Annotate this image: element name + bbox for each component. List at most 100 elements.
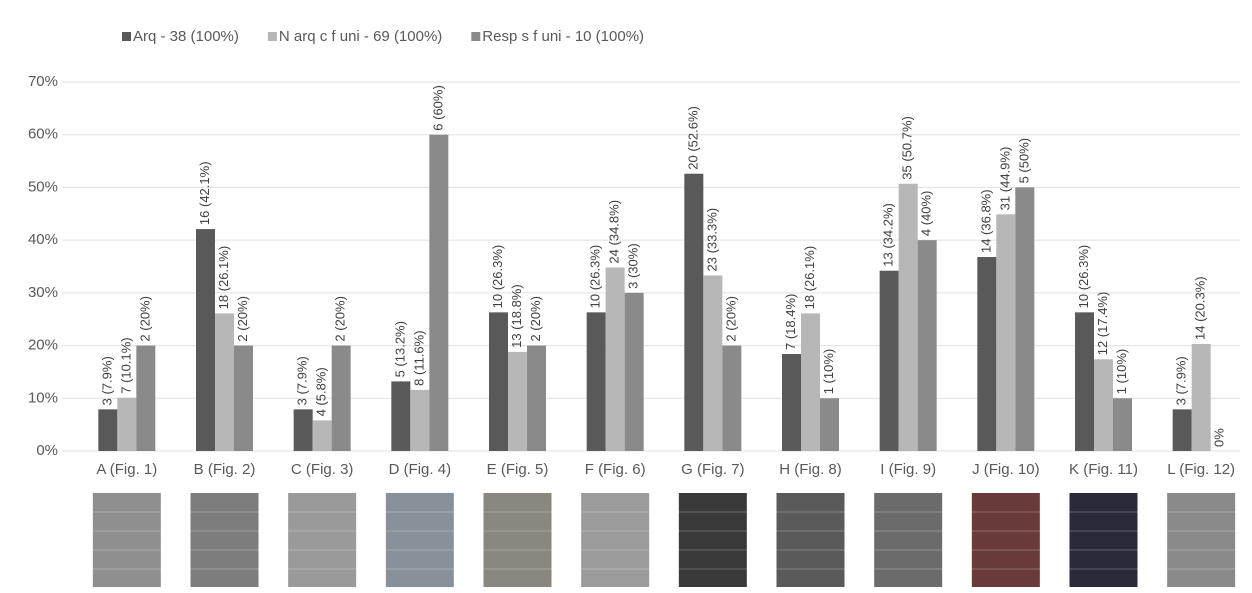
value-label: 6 (60%)	[430, 85, 445, 131]
bar	[977, 257, 996, 451]
legend-label: Arq - 38 (100%)	[133, 28, 239, 45]
bar	[489, 312, 508, 451]
bar	[410, 390, 429, 451]
bar	[1075, 312, 1094, 451]
bar	[215, 313, 234, 451]
photo	[679, 493, 747, 587]
photo-frame	[777, 493, 845, 587]
value-label: 5 (13.2%)	[392, 321, 407, 377]
bar	[782, 354, 801, 451]
bar	[117, 398, 136, 451]
bar	[899, 184, 918, 451]
bar	[429, 135, 448, 451]
photo	[777, 493, 845, 587]
value-label: 3 (7.9%)	[1174, 356, 1189, 405]
value-label: 14 (36.8%)	[978, 189, 993, 253]
photo	[484, 493, 552, 587]
y-tick-label: 30%	[28, 284, 58, 301]
legend-swatch	[268, 32, 277, 41]
value-label: 31 (44.9%)	[997, 147, 1012, 211]
value-label: 18 (26.1%)	[802, 246, 817, 310]
bar	[1113, 398, 1132, 451]
photo-frame	[874, 493, 942, 587]
x-tick-label: K (Fig. 11)	[1069, 461, 1138, 478]
bar	[880, 271, 899, 451]
photo	[93, 493, 161, 587]
bar	[527, 346, 546, 451]
value-label: 3 (7.9%)	[295, 356, 310, 405]
photo-frame	[191, 493, 259, 587]
value-label: 3 (7.9%)	[99, 356, 114, 405]
bar	[313, 420, 332, 451]
bar	[196, 229, 215, 451]
value-label: 3 (30%)	[626, 243, 641, 289]
value-label: 8 (11.6%)	[411, 330, 426, 385]
value-label: 16 (42.1%)	[197, 161, 212, 225]
bar	[722, 346, 741, 451]
legend-label: N arq c f uni - 69 (100%)	[279, 28, 442, 45]
legend-swatch	[122, 32, 131, 41]
value-label: 12 (17.4%)	[1095, 292, 1110, 356]
value-label: 1 (10%)	[1114, 349, 1129, 395]
photo	[191, 493, 259, 587]
y-tick-label: 50%	[28, 178, 58, 195]
bar	[1015, 187, 1034, 451]
photo	[288, 493, 356, 587]
bar	[801, 313, 820, 451]
x-tick-label: L (Fig. 12)	[1167, 461, 1235, 478]
bar	[684, 174, 703, 451]
value-label: 2 (20%)	[723, 296, 738, 342]
x-tick-label: A (Fig. 1)	[96, 461, 157, 478]
bar	[234, 346, 253, 451]
x-tick-label: I (Fig. 9)	[880, 461, 936, 478]
value-label: 5 (50%)	[1016, 138, 1031, 184]
x-tick-label: E (Fig. 5)	[487, 461, 549, 478]
x-tick-label: F (Fig. 6)	[585, 461, 646, 478]
bar	[625, 293, 644, 451]
bar	[98, 409, 117, 451]
bar	[703, 275, 722, 451]
y-tick-label: 40%	[28, 231, 58, 248]
photo-frame	[581, 493, 649, 587]
value-label: 7 (10.1%)	[118, 337, 133, 393]
photo	[386, 493, 454, 587]
value-label: 24 (34.8%)	[607, 200, 622, 264]
y-tick-label: 10%	[28, 389, 58, 406]
y-tick-label: 70%	[28, 73, 58, 90]
photo-frame	[1070, 493, 1138, 587]
value-label: 20 (52.6%)	[685, 106, 700, 170]
value-label: 4 (5.8%)	[314, 367, 329, 416]
photo-frame	[484, 493, 552, 587]
value-label: 14 (20.3%)	[1193, 276, 1208, 340]
bar	[1192, 344, 1211, 451]
bar	[606, 268, 625, 451]
y-tick-label: 0%	[36, 442, 58, 459]
photo	[1167, 493, 1235, 587]
value-label: 13 (18.8%)	[509, 284, 524, 348]
value-label: 13 (34.2%)	[881, 203, 896, 267]
legend-label: Resp s f uni - 10 (100%)	[482, 28, 644, 45]
chart: 0%10%20%30%40%50%60%70%Arq - 38 (100%)N …	[0, 0, 1252, 593]
value-label: 2 (20%)	[137, 296, 152, 342]
x-tick-label: J (Fig. 10)	[972, 461, 1040, 478]
value-label: 2 (20%)	[528, 296, 543, 342]
value-label: 4 (40%)	[919, 191, 934, 237]
x-tick-label: G (Fig. 7)	[681, 461, 744, 478]
bar	[508, 352, 527, 451]
photo	[581, 493, 649, 587]
value-label: 7 (18.4%)	[783, 294, 798, 350]
value-label: 10 (26.3%)	[1076, 245, 1091, 309]
bar	[1173, 409, 1192, 451]
bar	[391, 381, 410, 451]
bar	[136, 346, 155, 451]
bar	[587, 312, 606, 451]
photo	[1070, 493, 1138, 587]
photo	[874, 493, 942, 587]
x-tick-label: H (Fig. 8)	[779, 461, 842, 478]
value-label: 1 (10%)	[821, 349, 836, 395]
bar	[1094, 359, 1113, 451]
photo	[972, 493, 1040, 587]
y-tick-label: 20%	[28, 337, 58, 354]
photo-frame	[1167, 493, 1235, 587]
photo-frame	[93, 493, 161, 587]
